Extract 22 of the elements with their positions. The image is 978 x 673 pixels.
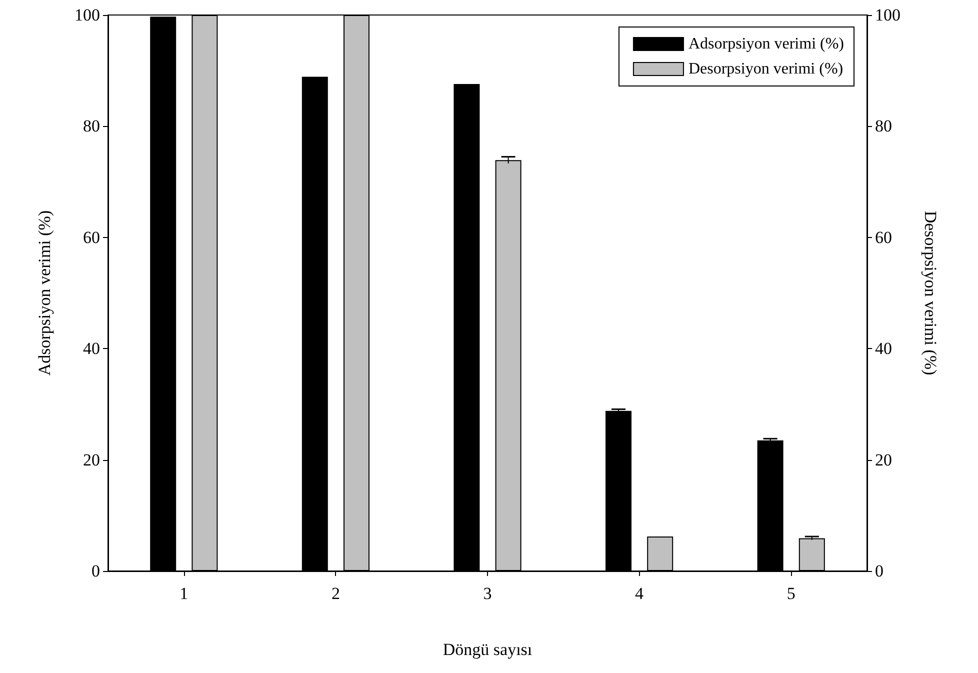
legend-label: Desorpsiyon verimi (%) bbox=[688, 60, 844, 78]
legend-label: Adsorpsiyon verimi (%) bbox=[688, 36, 844, 52]
y-tick-label: 60 bbox=[83, 228, 100, 247]
y2-tick-label: 20 bbox=[875, 450, 892, 470]
y-tick-label: 40 bbox=[83, 339, 100, 358]
x-tick-label: 1 bbox=[180, 584, 188, 603]
y2-tick-label: 0 bbox=[875, 562, 884, 580]
y-tick-label: 20 bbox=[83, 450, 100, 470]
x-tick-label: 2 bbox=[331, 584, 340, 603]
y-tick-label: 80 bbox=[83, 116, 100, 136]
y2-tick-label: 80 bbox=[875, 116, 892, 136]
y2-tick-label: 100 bbox=[875, 6, 900, 24]
y2-tick-label: 60 bbox=[875, 228, 892, 247]
y-tick-label: 0 bbox=[92, 562, 100, 580]
x-axis-title: Döngü sayısı bbox=[442, 640, 532, 659]
x-tick-label: 4 bbox=[635, 584, 644, 603]
y2-tick-label: 40 bbox=[875, 339, 892, 358]
y2-axis-title: Desorpsiyon verimi (%) bbox=[921, 210, 940, 376]
x-tick-label: 5 bbox=[786, 584, 796, 603]
y-tick-label: 100 bbox=[74, 6, 100, 24]
x-tick-label: 3 bbox=[483, 584, 492, 603]
y-axis-title: Adsorpsiyon verimi (%) bbox=[35, 210, 54, 376]
